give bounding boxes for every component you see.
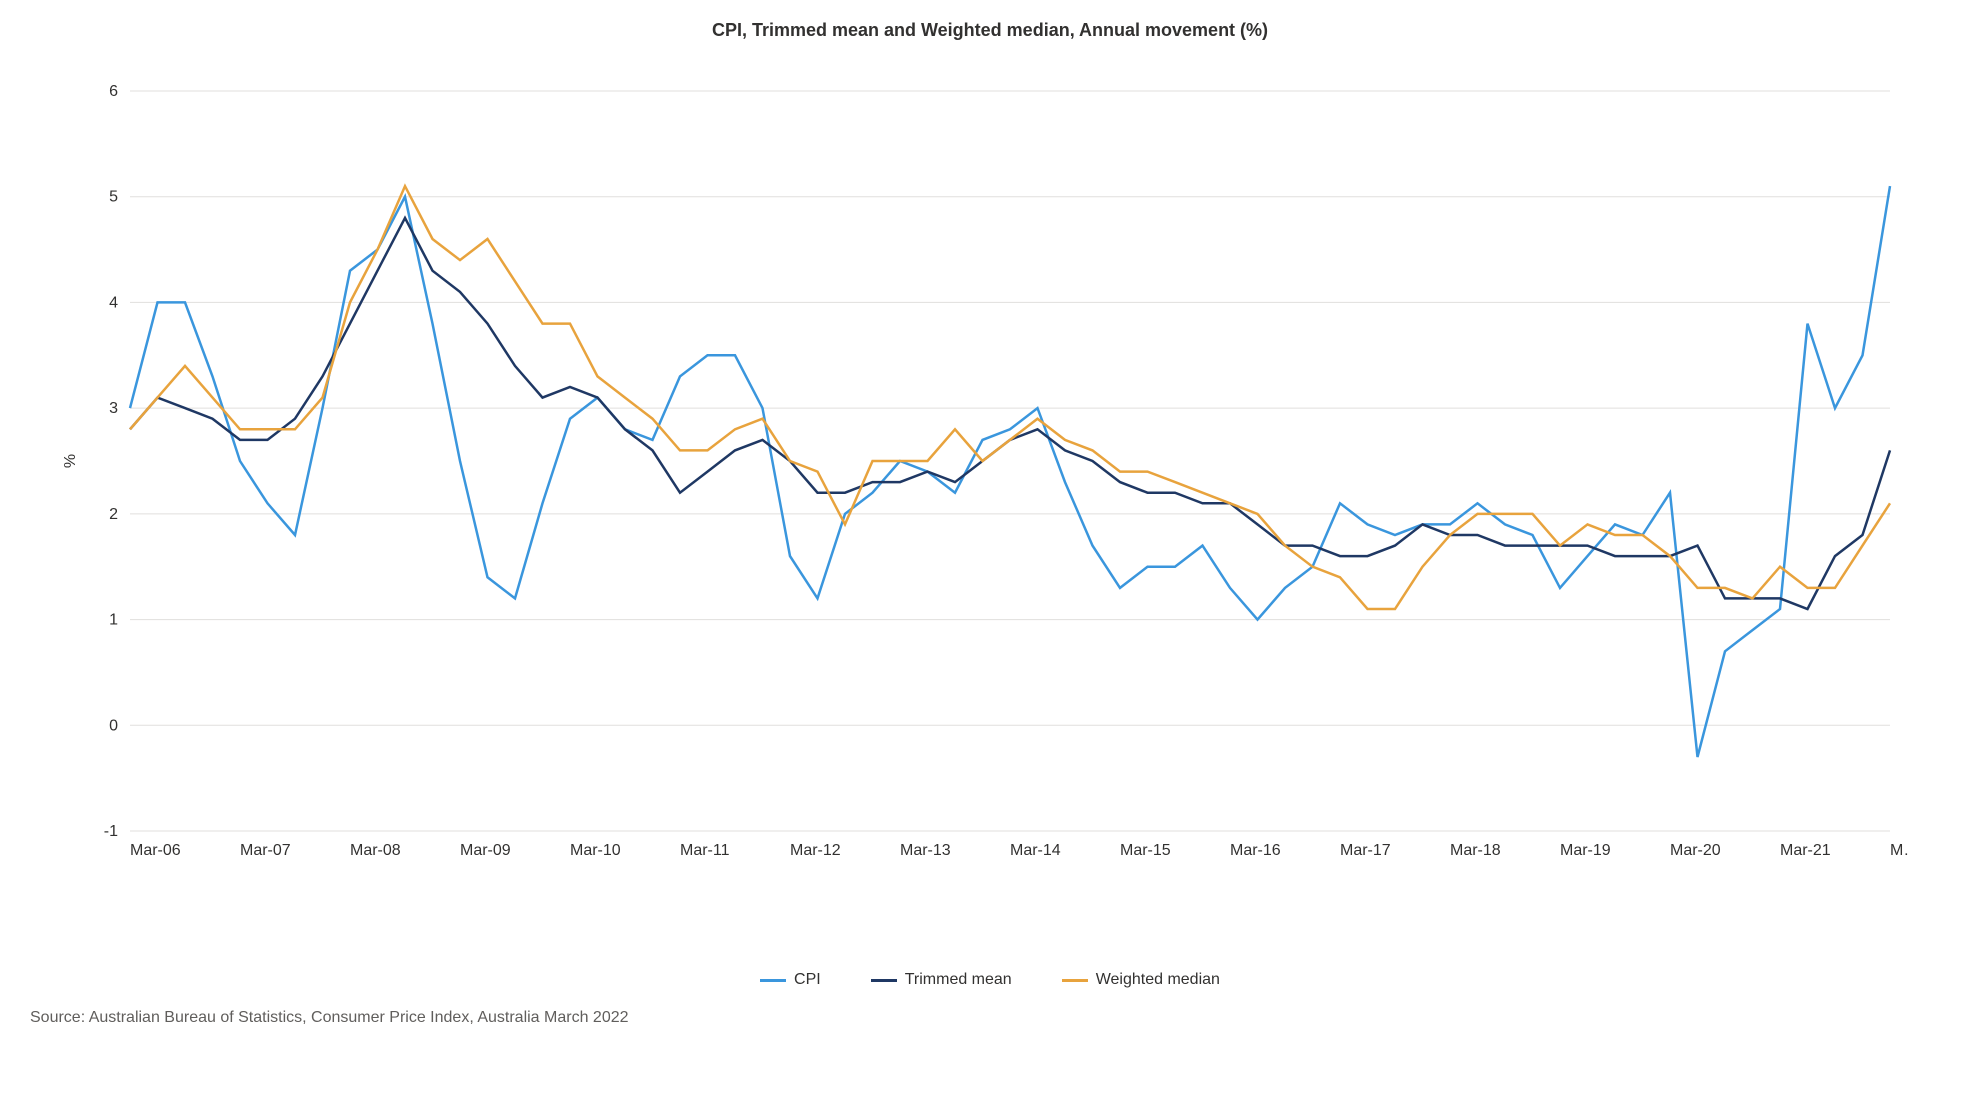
x-tick-label: Mar-17: [1340, 842, 1391, 859]
series-line-cpi: [130, 186, 1890, 757]
x-tick-label: Mar-07: [240, 842, 291, 859]
x-tick-label: Mar-21: [1780, 842, 1831, 859]
x-tick-label: Mar-15: [1120, 842, 1171, 859]
legend-item: Weighted median: [1062, 971, 1220, 989]
y-tick-label: 3: [109, 400, 118, 417]
legend-label: Weighted median: [1096, 971, 1220, 989]
legend-swatch: [760, 979, 786, 982]
x-tick-label: Mar-10: [570, 842, 621, 859]
y-tick-label: 6: [109, 83, 118, 100]
source-text: Source: Australian Bureau of Statistics,…: [30, 1009, 1950, 1027]
chart-title: CPI, Trimmed mean and Weighted median, A…: [30, 20, 1950, 41]
series-line-trimmed-mean: [130, 218, 1890, 609]
series-line-weighted-median: [130, 186, 1890, 609]
chart-container: -1 0 1 2 3 4 5 6% Mar-06 Mar-07 Mar-08 Mar-09 Mar-10…: [30, 71, 1910, 951]
x-tick-label: Mar-19: [1560, 842, 1611, 859]
y-axis-label: %: [62, 454, 79, 468]
y-tick-label: 2: [109, 506, 118, 523]
y-tick-label: -1: [104, 823, 118, 840]
x-tick-label: Mar-20: [1670, 842, 1721, 859]
y-tick-label: 4: [109, 294, 118, 311]
y-tick-label: 1: [109, 612, 118, 629]
legend: CPI Trimmed mean Weighted median: [30, 971, 1950, 989]
legend-label: CPI: [794, 971, 821, 989]
x-tick-label: Mar-18: [1450, 842, 1501, 859]
legend-swatch: [871, 979, 897, 982]
x-tick-label: M…: [1890, 842, 1910, 859]
x-tick-label: Mar-14: [1010, 842, 1061, 859]
chart-svg: -1 0 1 2 3 4 5 6% Mar-06 Mar-07 Mar-08 Mar-09 Mar-10…: [30, 71, 1910, 891]
x-tick-label: Mar-09: [460, 842, 511, 859]
x-tick-label: Mar-12: [790, 842, 841, 859]
legend-swatch: [1062, 979, 1088, 982]
x-tick-label: Mar-08: [350, 842, 401, 859]
legend-item: Trimmed mean: [871, 971, 1012, 989]
x-tick-label: Mar-16: [1230, 842, 1281, 859]
x-tick-label: Mar-06: [130, 842, 181, 859]
x-tick-label: Mar-11: [680, 842, 730, 859]
y-tick-label: 0: [109, 717, 118, 734]
x-tick-label: Mar-13: [900, 842, 951, 859]
legend-label: Trimmed mean: [905, 971, 1012, 989]
y-tick-label: 5: [109, 189, 118, 206]
legend-item: CPI: [760, 971, 821, 989]
